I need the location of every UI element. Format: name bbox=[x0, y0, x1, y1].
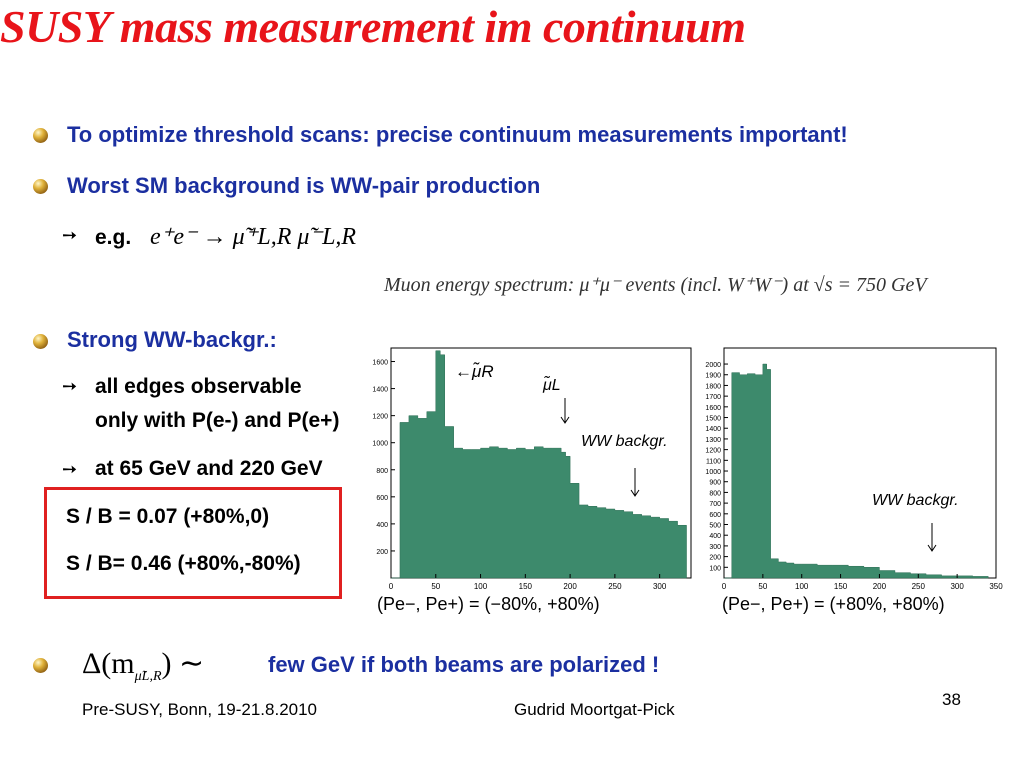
y-tick-label: 1700 bbox=[705, 394, 721, 401]
arrow-mu-l-head bbox=[560, 416, 570, 424]
y-tick-label: 1600 bbox=[705, 405, 721, 412]
energies-line: at 65 GeV and 220 GeV bbox=[95, 457, 323, 480]
x-tick-label: 0 bbox=[389, 582, 394, 591]
x-tick-label: 50 bbox=[758, 582, 767, 591]
y-tick-label: 1000 bbox=[372, 441, 388, 448]
y-tick-label: 1200 bbox=[372, 414, 388, 421]
y-tick-label: 1100 bbox=[706, 458, 721, 465]
x-tick-label: 250 bbox=[608, 582, 622, 591]
y-tick-label: 600 bbox=[709, 512, 721, 519]
arrow-icon: ➙ bbox=[62, 376, 78, 396]
y-tick-label: 300 bbox=[709, 544, 721, 551]
delta-formula: Δ(mμ̃L,R) ∼ bbox=[82, 646, 204, 685]
bullet-text-3: Strong WW-backgr.: bbox=[67, 327, 277, 352]
arrow-icon: ➙ bbox=[62, 459, 78, 479]
x-tick-label: 0 bbox=[722, 582, 727, 591]
x-tick-label: 300 bbox=[653, 582, 667, 591]
histogram-right: 0 50 100 150 200 250 300 350 100 200 300 400 500 600 7… bbox=[705, 347, 1003, 614]
sb-line-2: S / B= 0.46 (+80%,-80%) bbox=[66, 552, 301, 575]
delta-formula-main: Δ(m bbox=[82, 647, 135, 680]
bullet-icon bbox=[33, 128, 48, 143]
x-tick-label: 150 bbox=[834, 582, 848, 591]
y-tick-label: 1900 bbox=[705, 373, 721, 380]
histogram-left: 0 50 100 150 200 250 300 200 400 600 800 1000 1200 14… bbox=[372, 347, 692, 614]
y-tick-label: 700 bbox=[709, 501, 721, 508]
edges-line-2: only with P(e-) and P(e+) bbox=[95, 409, 340, 432]
y-tick-label: 800 bbox=[376, 468, 388, 475]
y-tick-label: 900 bbox=[709, 480, 721, 487]
x-tick-label: 100 bbox=[474, 582, 488, 591]
spectrum-caption: Muon energy spectrum: μ⁺μ⁻ events (incl.… bbox=[384, 274, 927, 296]
last-bullet-text: few GeV if both beams are polarized ! bbox=[268, 652, 660, 677]
y-tick-label: 400 bbox=[709, 533, 721, 540]
x-tick-label: 300 bbox=[950, 582, 964, 591]
histogram-fill bbox=[391, 350, 687, 579]
arrow-ww-right-head bbox=[927, 544, 937, 552]
footer-left: Pre-SUSY, Bonn, 19-21.8.2010 bbox=[82, 700, 318, 719]
y-tick-label: 800 bbox=[709, 490, 721, 497]
delta-formula-sub: μ̃L,R bbox=[134, 669, 162, 684]
edges-line-1: all edges observable bbox=[95, 375, 302, 398]
xlabel-left: (Pe−, Pe+) = (−80%, +80%) bbox=[377, 594, 600, 614]
y-tick-label: 1500 bbox=[705, 416, 721, 423]
sb-line-1: S / B = 0.07 (+80%,0) bbox=[66, 505, 270, 528]
y-tick-label: 1300 bbox=[705, 437, 721, 444]
y-tick-label: 1800 bbox=[705, 383, 721, 390]
x-tick-label: 100 bbox=[795, 582, 809, 591]
annotation-ww-right: WW backgr. bbox=[872, 492, 959, 509]
y-tick-label: 1400 bbox=[372, 387, 388, 394]
x-tick-label: 200 bbox=[563, 582, 577, 591]
x-tick-label: 350 bbox=[989, 582, 1003, 591]
y-tick-label: 200 bbox=[709, 555, 721, 562]
y-tick-label: 500 bbox=[709, 523, 721, 530]
annotation-mu-r: ←μ̃R bbox=[455, 361, 494, 381]
x-tick-label: 150 bbox=[519, 582, 533, 591]
histogram-fill bbox=[724, 363, 989, 579]
footer-center: Gudrid Moortgat-Pick bbox=[514, 700, 675, 719]
annotation-mu-l: μ̃L bbox=[542, 374, 561, 394]
y-tick-label: 1200 bbox=[705, 448, 721, 455]
slide-title: SUSY mass measurement im continuum bbox=[0, 1, 746, 52]
y-tick-label: 1400 bbox=[705, 426, 721, 433]
delta-formula-tail: ) ∼ bbox=[161, 647, 205, 680]
sb-box bbox=[44, 487, 342, 599]
y-tick-label: 1600 bbox=[372, 360, 388, 367]
x-tick-label: 200 bbox=[873, 582, 887, 591]
bullet-icon bbox=[33, 658, 48, 673]
bullet-text-1: To optimize threshold scans: precise con… bbox=[67, 122, 848, 147]
y-tick-label: 100 bbox=[709, 565, 721, 572]
bullet-icon bbox=[33, 179, 48, 194]
arrow-ww-left-head bbox=[630, 489, 640, 497]
y-tick-label: 400 bbox=[376, 522, 388, 529]
x-tick-label: 50 bbox=[431, 582, 440, 591]
eg-formula: e⁺e⁻ → μ̃⁺L,R μ̃⁻L,R bbox=[150, 224, 357, 250]
arrow-icon: ➙ bbox=[62, 225, 78, 245]
y-tick-label: 1000 bbox=[705, 469, 721, 476]
xlabel-right: (Pe−, Pe+) = (+80%, +80%) bbox=[722, 594, 945, 614]
annotation-ww-left: WW backgr. bbox=[581, 433, 668, 450]
x-tick-label: 250 bbox=[912, 582, 926, 591]
y-tick-label: 200 bbox=[376, 549, 388, 556]
eg-label: e.g. bbox=[95, 226, 132, 249]
bullet-icon bbox=[33, 334, 48, 349]
bullet-text-2: Worst SM background is WW-pair productio… bbox=[67, 173, 541, 198]
y-tick-label: 600 bbox=[376, 495, 388, 502]
page-number: 38 bbox=[942, 690, 961, 709]
y-tick-label: 2000 bbox=[705, 362, 721, 369]
